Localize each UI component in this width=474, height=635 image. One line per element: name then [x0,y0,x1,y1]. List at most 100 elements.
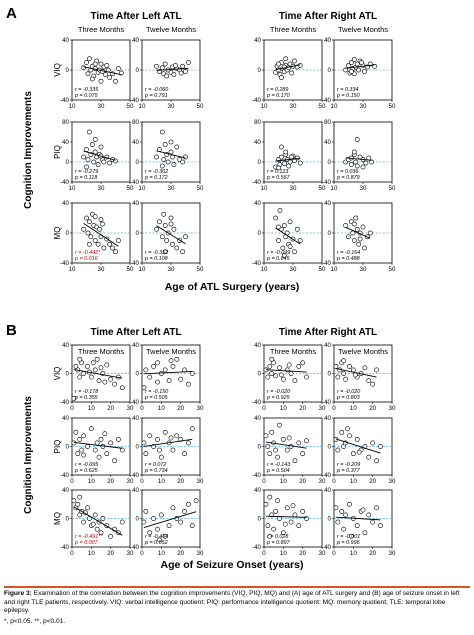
y-tick-label: 0 [258,371,262,378]
x-tick-label: 10 [261,266,268,273]
data-point [158,454,164,460]
data-point [300,360,306,366]
y-tick-label: 0 [258,67,262,74]
x-tick-label: 30 [360,266,367,273]
data-point [100,516,106,521]
y-tick-label: 0 [66,230,70,237]
y-tick-label: 0 [66,159,70,166]
data-point [269,371,275,376]
x-tick-label: 20 [177,478,184,485]
data-point [278,75,284,80]
data-point [183,69,188,74]
x-tick-label: 0 [332,550,336,557]
x-tick-label: 50 [389,185,396,192]
p-value-label: p = 0.016 [74,256,98,262]
x-tick-label: 30 [168,266,175,273]
x-tick-label: 0 [140,405,144,412]
panel-a-column-title: Twelve Months [338,25,388,34]
data-point [107,160,113,166]
data-point [333,505,339,511]
p-value-label: p = 0.172 [144,175,168,181]
data-point [98,530,104,536]
data-point [104,362,110,368]
x-tick-label: 10 [88,478,95,485]
data-point [287,159,293,165]
r-value-label: r = -0.302 [145,169,168,175]
trend-line [156,67,189,71]
data-point [141,519,147,525]
y-tick-label: -40 [130,260,140,267]
data-point [159,163,165,169]
y-tick-label: -40 [130,97,140,104]
data-point [85,444,90,449]
r-value-label: r = 0.289 [267,87,288,93]
x-tick-label: 10 [69,103,76,110]
x-tick-label: 30 [290,185,297,192]
data-point [178,519,184,525]
data-point [168,139,174,145]
data-point [286,435,292,441]
y-tick-label: 40 [324,139,331,146]
data-point [81,65,86,71]
caption-footnote: *, p<0.05. **, p<0.01. [4,617,66,625]
data-point [193,498,199,504]
y-tick-label: 0 [136,371,140,378]
data-point [351,57,357,62]
data-point [155,526,160,532]
r-value-label: r = -0.209 [337,462,360,468]
data-point [161,211,167,217]
data-point [287,219,293,225]
y-tick-label: -40 [130,399,140,406]
caption-text: Examination of the correlation between t… [4,590,460,615]
data-point [347,363,352,369]
data-point [94,526,100,532]
y-tick-label: -40 [60,399,70,406]
data-point [170,447,176,453]
x-tick-label: 10 [139,185,146,192]
data-point [351,221,357,227]
data-point [180,159,185,165]
data-point [288,371,294,376]
data-point [348,69,354,74]
x-tick-label: 0 [262,405,266,412]
p-value-label: p = 0.925 [266,395,291,401]
data-point [141,440,147,446]
trend-line [156,225,186,245]
data-point [292,378,298,384]
data-point [162,249,168,255]
p-value-label: p = 0.075 [74,93,99,99]
y-tick-label: 0 [136,230,140,237]
data-point [185,60,191,65]
r-value-label: r = -0.335 [75,87,99,93]
x-tick-label: 10 [350,478,357,485]
x-tick-label: 30 [168,103,175,110]
data-point [98,365,104,371]
x-tick-label: 0 [262,478,266,485]
data-point [289,154,294,160]
data-point [88,234,94,240]
data-point [88,426,94,432]
r-value-label: r = 0.028 [267,534,288,540]
p-value-label: p = 0.118 [74,175,97,181]
y-tick-label: 0 [258,516,262,523]
y-tick-label: -40 [322,179,332,186]
x-tick-label: 10 [331,266,338,273]
p-value-label: p = 0.007 [74,540,99,546]
data-point [151,516,156,521]
y-tick-label: -40 [130,179,140,186]
x-tick-label: 10 [158,550,165,557]
data-point [353,159,359,165]
data-point [81,433,86,439]
p-value-label: p = 0.108 [144,256,168,262]
data-point [73,429,79,435]
data-point [162,142,168,147]
y-tick-label: -40 [60,544,70,551]
data-point [189,426,195,432]
x-tick-label: 50 [197,185,204,192]
data-point [102,379,108,385]
data-point [362,530,368,536]
x-tick-label: 20 [299,405,306,412]
panel-b-group-title: Time After Left ATL [90,327,181,338]
x-tick-label: 0 [262,550,266,557]
data-point [182,451,187,457]
